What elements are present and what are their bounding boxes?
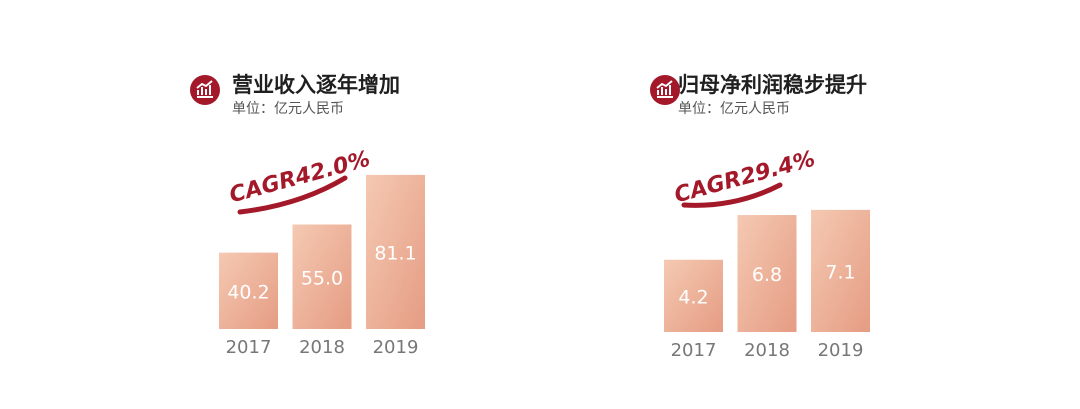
value-label: 6.8 (752, 264, 782, 286)
value-label: 40.2 (227, 281, 269, 303)
bar (292, 224, 352, 329)
bar (664, 259, 723, 332)
value-label: 81.1 (374, 242, 416, 264)
x-tick-label: 2018 (744, 340, 790, 361)
cagr-arrow (681, 182, 783, 208)
chart-subtitle: 单位：亿元人民币 (678, 101, 790, 117)
chart-title: 归母净利润稳步提升 (678, 73, 867, 97)
bar (219, 252, 278, 329)
title-icon-glyph (656, 80, 673, 98)
x-tick-label: 2019 (373, 337, 419, 358)
x-tick-label: 2017 (226, 337, 272, 358)
value-label: 7.1 (825, 261, 855, 283)
bar (737, 215, 797, 332)
chart-subtitle: 单位：亿元人民币 (232, 101, 344, 117)
x-tick-label: 2018 (299, 337, 345, 358)
chart-title: 营业收入逐年增加 (232, 73, 400, 97)
bar (366, 174, 425, 329)
value-label: 55.0 (301, 267, 343, 289)
value-label: 4.2 (678, 286, 708, 308)
title-icon-glyph (196, 80, 213, 98)
x-tick-label: 2017 (671, 340, 717, 361)
x-tick-label: 2019 (818, 340, 864, 361)
cagr-arrow (237, 175, 348, 215)
bar (811, 209, 870, 332)
